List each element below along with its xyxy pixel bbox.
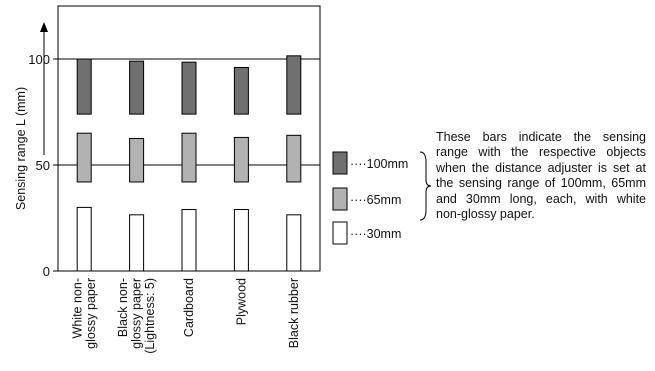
bar-65mm-5 bbox=[286, 134, 302, 183]
bar-65mm-2 bbox=[129, 138, 145, 183]
bar-30mm-2 bbox=[129, 214, 145, 272]
explanatory-note: These bars indicate the sensing range wi… bbox=[436, 130, 646, 222]
legend-swatch-30mm bbox=[332, 221, 348, 245]
legend-label-30mm: ····30mm bbox=[350, 227, 401, 241]
x-axis-labels: White non-glossy paper Black non-glossy p… bbox=[70, 278, 300, 354]
legend-swatch-100mm bbox=[332, 151, 348, 175]
bar-30mm-5 bbox=[286, 214, 302, 272]
bar-65mm-1 bbox=[76, 132, 92, 183]
bar-30mm-1 bbox=[76, 206, 92, 272]
bar-65mm-4 bbox=[233, 136, 249, 183]
legend-label-100mm: ····100mm bbox=[350, 157, 408, 171]
bar-100mm-3 bbox=[181, 61, 197, 115]
y-tick-label: 0 bbox=[43, 264, 50, 279]
category-label: Cardboard bbox=[182, 278, 196, 337]
category-label: Plywood bbox=[234, 278, 248, 325]
category-label: glossy paper bbox=[130, 278, 144, 349]
category-label: Black non- bbox=[116, 278, 130, 337]
bar-30mm-4 bbox=[233, 209, 249, 272]
legend: ····100mm ····65mm ····30mm bbox=[332, 151, 408, 245]
category-label: (Lightness: 5) bbox=[143, 278, 157, 354]
y-tick-label: 50 bbox=[36, 158, 50, 173]
legend-swatch-65mm bbox=[332, 187, 348, 211]
bar-100mm-5 bbox=[286, 55, 302, 115]
bar-30mm-3 bbox=[181, 209, 197, 272]
legend-brace bbox=[419, 151, 432, 221]
category-label: glossy paper bbox=[84, 278, 98, 349]
bar-100mm-1 bbox=[76, 58, 92, 115]
bar-100mm-4 bbox=[233, 66, 249, 115]
y-axis: 0 50 100 Sensing range L (mm) bbox=[14, 22, 58, 279]
category-label: Black rubber bbox=[287, 278, 301, 348]
y-axis-label: Sensing range L (mm) bbox=[14, 87, 28, 210]
category-label: White non- bbox=[70, 278, 84, 338]
legend-label-65mm: ····65mm bbox=[350, 193, 401, 207]
y-tick-label: 100 bbox=[28, 52, 50, 67]
bar-100mm-2 bbox=[129, 60, 145, 115]
y-axis-arrow-head bbox=[40, 22, 48, 32]
bar-65mm-3 bbox=[181, 132, 197, 183]
bars bbox=[76, 55, 302, 272]
